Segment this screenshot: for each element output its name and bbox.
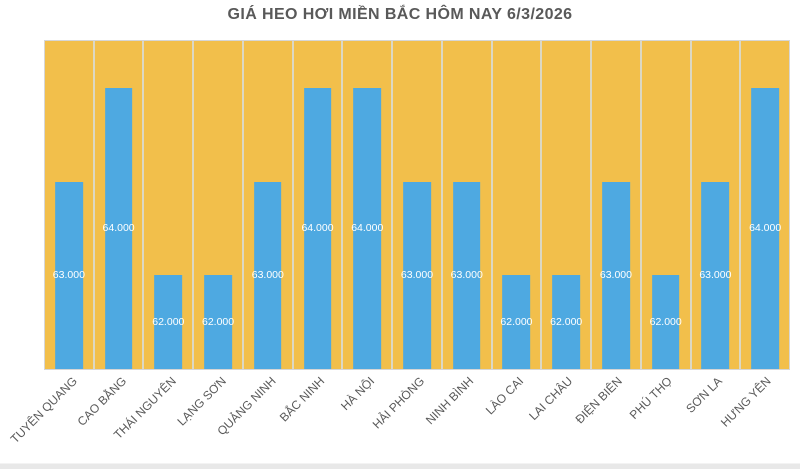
x-axis-label: THÁI NGUYÊN bbox=[111, 374, 179, 442]
bar-value-label: 63.000 bbox=[450, 269, 483, 282]
bar-value-label: 62.000 bbox=[152, 316, 185, 329]
bar-value-label: 63.000 bbox=[251, 269, 284, 282]
bar: 63.000 bbox=[450, 181, 483, 369]
category-column: 62.000 bbox=[642, 41, 692, 369]
x-axis-label: LAI CHÂU bbox=[526, 374, 576, 424]
bar-value-label: 63.000 bbox=[699, 269, 732, 282]
bar-value-label: 64.000 bbox=[351, 222, 384, 235]
bar: 64.000 bbox=[301, 87, 334, 369]
bar-value-label: 62.000 bbox=[649, 316, 682, 329]
bar: 63.000 bbox=[599, 181, 632, 369]
x-axis-label: LẠNG SƠN bbox=[174, 374, 229, 429]
x-axis-label: LÀO CAI bbox=[482, 374, 527, 418]
category-column: 63.000 bbox=[244, 41, 294, 369]
category-column: 63.000 bbox=[692, 41, 742, 369]
x-axis-label: HẢI PHÒNG bbox=[369, 374, 427, 432]
category-column: 62.000 bbox=[493, 41, 543, 369]
category-column: 62.000 bbox=[542, 41, 593, 369]
bar-value-label: 64.000 bbox=[749, 222, 782, 235]
category-column: 63.000 bbox=[592, 41, 642, 369]
bar: 62.000 bbox=[152, 275, 185, 369]
bar: 64.000 bbox=[351, 87, 384, 369]
bar: 62.000 bbox=[649, 275, 682, 369]
category-column: 63.000 bbox=[45, 41, 95, 369]
bar-value-label: 62.000 bbox=[500, 316, 533, 329]
bottom-edge-strip bbox=[0, 463, 800, 469]
bar: 63.000 bbox=[52, 181, 85, 369]
bar: 63.000 bbox=[251, 181, 284, 369]
x-axis-label: SƠN LA bbox=[682, 374, 725, 416]
category-column: 62.000 bbox=[144, 41, 195, 369]
bar-value-label: 63.000 bbox=[599, 269, 632, 282]
bar: 62.000 bbox=[201, 275, 235, 369]
x-axis-label: QUẢNG NINH bbox=[213, 374, 279, 439]
x-axis-label: BẮC NINH bbox=[277, 374, 328, 425]
bar: 62.000 bbox=[500, 275, 533, 369]
category-column: 64.000 bbox=[294, 41, 344, 369]
bar: 64.000 bbox=[102, 87, 135, 369]
category-column: 64.000 bbox=[741, 41, 789, 369]
x-axis-label: PHÚ THỌ bbox=[626, 374, 675, 422]
x-axis-label: ĐIỆN BIÊN bbox=[572, 374, 626, 427]
bar: 63.000 bbox=[699, 181, 732, 369]
plot-area: 63.000 64.000 62.000 62.000 63.000 64.000 64.0… bbox=[44, 40, 790, 370]
x-axis-label: HƯNG YÊN bbox=[718, 374, 775, 430]
x-axis-label: TUYÊN QUANG bbox=[7, 374, 80, 447]
bar: 63.000 bbox=[400, 181, 434, 369]
category-column: 64.000 bbox=[95, 41, 145, 369]
bar: 64.000 bbox=[749, 87, 782, 369]
bar: 62.000 bbox=[550, 275, 583, 369]
category-column: 64.000 bbox=[343, 41, 394, 369]
bar-value-label: 62.000 bbox=[201, 316, 235, 329]
category-column: 63.000 bbox=[443, 41, 493, 369]
x-axis-label: HÀ NỘI bbox=[338, 374, 378, 414]
bar-value-label: 64.000 bbox=[102, 222, 135, 235]
x-axis-label: NINH BÌNH bbox=[423, 374, 477, 428]
x-axis-label: CAO BẰNG bbox=[74, 374, 130, 429]
category-column: 63.000 bbox=[393, 41, 443, 369]
bar-value-label: 63.000 bbox=[52, 269, 85, 282]
category-column: 62.000 bbox=[194, 41, 244, 369]
chart-title: GIÁ HEO HƠI MIỀN BẮC HÔM NAY 6/3/2026 bbox=[227, 6, 573, 23]
bar-value-label: 62.000 bbox=[550, 316, 583, 329]
bar-value-label: 63.000 bbox=[400, 269, 434, 282]
bar-value-label: 64.000 bbox=[301, 222, 334, 235]
